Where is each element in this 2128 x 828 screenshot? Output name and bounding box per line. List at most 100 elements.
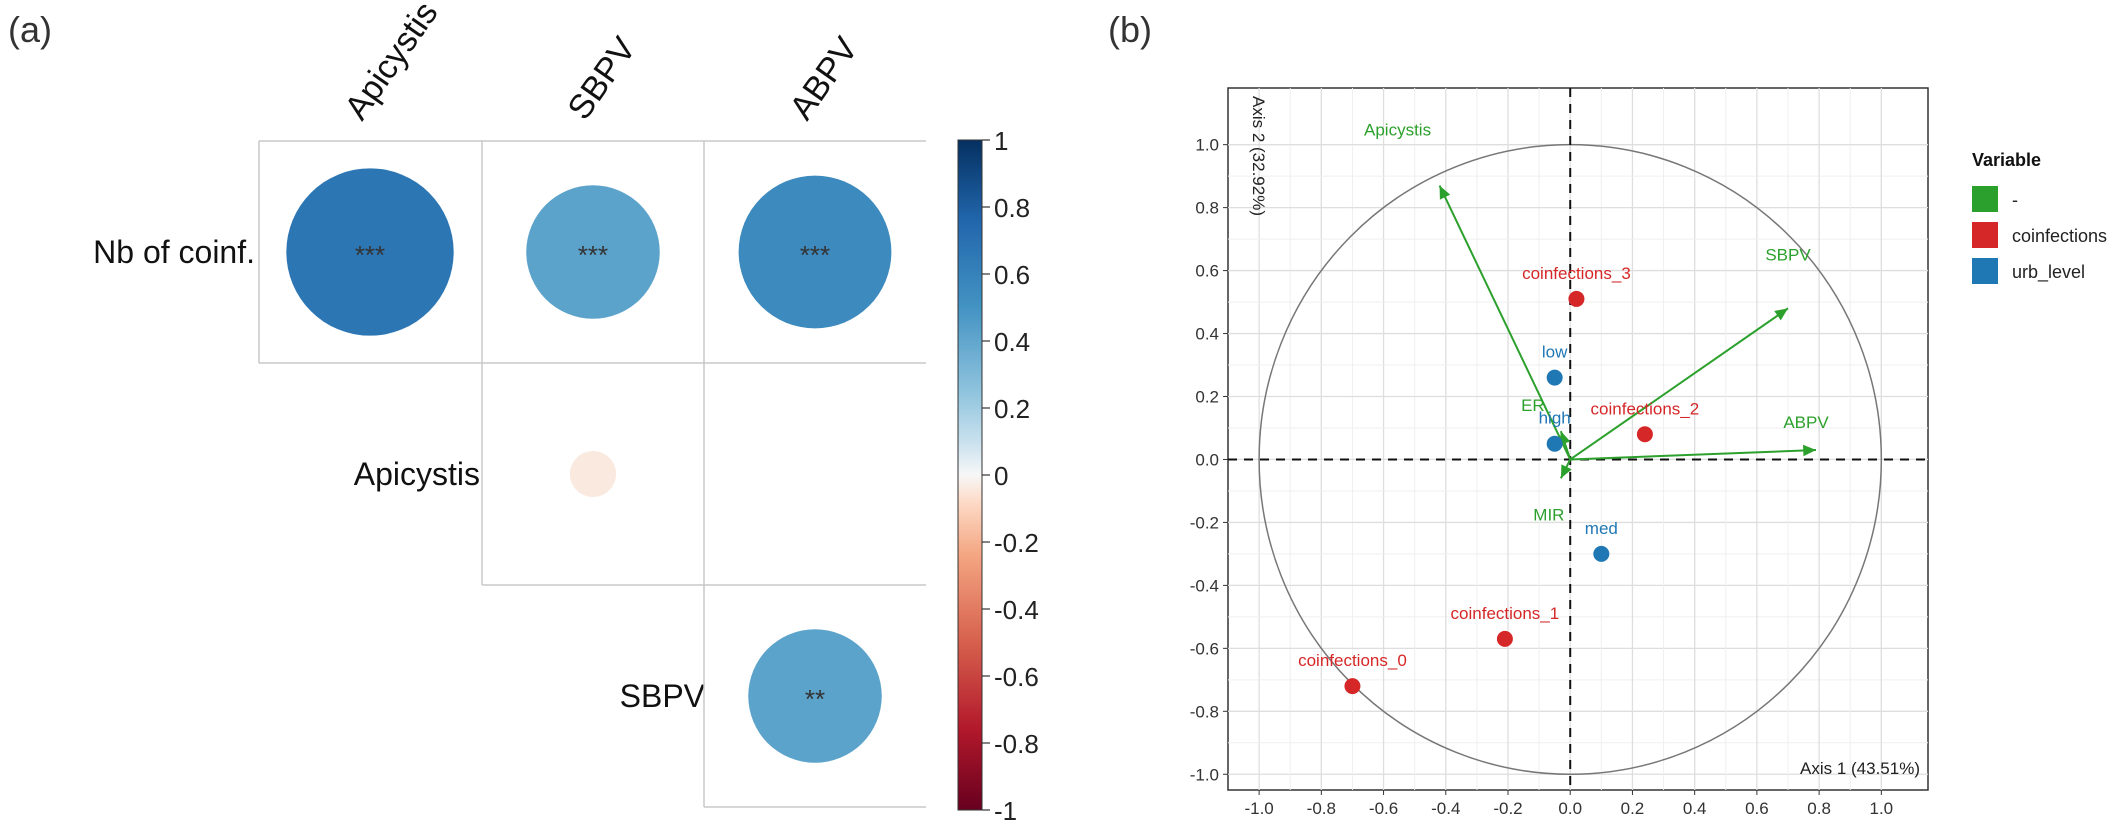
panel-b-label: (b) (1108, 9, 1152, 50)
x-axis-label: Axis 1 (43.51%) (1800, 759, 1920, 778)
colorbar-tick-label: -0.4 (994, 595, 1039, 625)
y-tick-label: 0.2 (1195, 388, 1219, 407)
biplot-panel: (b) -1.0 -0.8 -0.6 -0.4 -0.2 0.0 0.2 0.4 0.6 0.8 1… (1108, 9, 2107, 818)
data-point (1636, 426, 1653, 443)
point-label: coinfections_3 (1522, 264, 1631, 283)
panel-a-label: (a) (8, 9, 52, 50)
arrow-head (1803, 444, 1816, 457)
data-point (1593, 545, 1610, 562)
data-point (1568, 290, 1585, 307)
x-tick-label: -0.4 (1431, 799, 1460, 818)
arrow-label: MIR (1533, 505, 1564, 524)
correlation-circle (569, 450, 617, 498)
y-tick-label: -1.0 (1190, 765, 1219, 784)
legend-swatch (1972, 222, 1998, 248)
point-label: coinfections_2 (1591, 399, 1700, 418)
colorbar-ticks: 1 0.8 0.6 0.4 0.2 0 -0.2 -0.4 -0.6 -0.8 -1 (982, 126, 1039, 826)
x-tick-label: -0.2 (1493, 799, 1522, 818)
legend-title: Variable (1972, 150, 2041, 170)
x-tick-label: 0.2 (1621, 799, 1645, 818)
arrow-head (1774, 308, 1788, 321)
legend-label: coinfections (2012, 226, 2107, 246)
x-tick-label: -1.0 (1244, 799, 1273, 818)
arrow-label: ABPV (1783, 413, 1829, 432)
zero-lines (1228, 88, 1928, 790)
y-tick-label: -0.8 (1190, 702, 1219, 721)
loading-arrow (1569, 307, 1789, 461)
legend-label: - (2012, 190, 2018, 210)
correlation-cells: *** *** ***** (286, 168, 892, 763)
arrow-label: ER (1521, 396, 1545, 415)
point-label: coinfections_0 (1298, 651, 1407, 670)
correlation-circle (748, 629, 882, 763)
y-tick-label: -0.4 (1190, 576, 1219, 595)
y-tick-label: 0.6 (1195, 262, 1219, 281)
arrow-label: SBPV (1765, 245, 1811, 264)
data-point (1344, 678, 1361, 695)
colorbar-tick-label: 1 (994, 126, 1008, 156)
data-point (1546, 369, 1563, 386)
colorbar-tick-label: 0.6 (994, 260, 1030, 290)
point-label: high (1539, 409, 1571, 428)
correlation-panel: (a) Apicystis SBPV ABPV Nb of coinf. Apicys… (8, 0, 1039, 826)
points: coinfections_3 coinfections_2 coinfections… (1298, 264, 1700, 695)
correlation-circle (738, 175, 892, 329)
legend-label: urb_level (2012, 262, 2085, 283)
row-label: SBPV (620, 678, 706, 714)
row-label: Nb of coinf. (93, 234, 255, 270)
y-axis-label: Axis 2 (32.92%) (1249, 96, 1268, 216)
x-tick-label: 0.0 (1558, 799, 1582, 818)
colorbar: 1 0.8 0.6 0.4 0.2 0 -0.2 -0.4 -0.6 -0.8 -1 (957, 126, 1039, 826)
plot-area (1227, 87, 1929, 791)
x-tick-label: -0.8 (1307, 799, 1336, 818)
column-label: SBPV (560, 30, 643, 126)
y-tick-label: 0.4 (1195, 325, 1219, 344)
legend-swatch (1972, 186, 1998, 212)
legend: Variable - coinfections urb_level (1972, 150, 2107, 284)
x-tick-label: 1.0 (1870, 799, 1894, 818)
point-label: low (1542, 343, 1568, 362)
arrow-label: Apicystis (1364, 121, 1431, 140)
data-point (1546, 435, 1563, 452)
colorbar-tick-label: -0.8 (994, 729, 1039, 759)
arrows: Apicystis SBPV ABPV ER MIR (1364, 121, 1829, 525)
grid-lines (1228, 88, 1928, 790)
row-labels: Nb of coinf. Apicystis SBPV (93, 234, 706, 714)
significance-label: *** (800, 240, 830, 270)
data-point (1496, 630, 1513, 647)
column-label: Apicystis (337, 0, 445, 127)
arrow-head (1560, 464, 1572, 479)
colorbar-tick-label: 0.2 (994, 394, 1030, 424)
point-label: coinfections_1 (1451, 604, 1560, 623)
column-label: ABPV (782, 30, 865, 126)
colorbar-tick-label: -1 (994, 796, 1017, 826)
y-tick-labels: -1.0 -0.8 -0.6 -0.4 -0.2 0.0 0.2 0.4 0.6 0.8 1.0 (1190, 136, 1228, 784)
significance-label: *** (578, 240, 608, 270)
row-label: Apicystis (354, 456, 480, 492)
correlation-grid (258, 140, 926, 808)
x-tick-labels: -1.0 -0.8 -0.6 -0.4 -0.2 0.0 0.2 0.4 0.6 0.8 1.0 (1244, 790, 1893, 818)
y-tick-label: 0.8 (1195, 199, 1219, 218)
x-tick-label: 0.8 (1807, 799, 1831, 818)
colorbar-tick-label: -0.2 (994, 528, 1039, 558)
significance-label: ** (805, 684, 825, 714)
y-tick-label: -0.6 (1190, 639, 1219, 658)
colorbar-tick-label: -0.6 (994, 662, 1039, 692)
column-labels: Apicystis SBPV ABPV (337, 0, 865, 127)
significance-label: *** (355, 240, 385, 270)
loading-arrow (1438, 185, 1572, 460)
x-tick-label: 0.6 (1745, 799, 1769, 818)
point-label: med (1585, 519, 1618, 538)
y-tick-label: -0.2 (1190, 513, 1219, 532)
colorbar-tick-label: 0 (994, 461, 1008, 491)
x-tick-label: 0.4 (1683, 799, 1707, 818)
correlation-circle (526, 185, 660, 319)
y-tick-label: 0.0 (1195, 450, 1219, 469)
colorbar-tick-label: 0.4 (994, 327, 1030, 357)
y-tick-label: 1.0 (1195, 136, 1219, 155)
loading-arrow (1570, 449, 1817, 461)
correlation-circle (286, 168, 454, 336)
arrow-head (1439, 185, 1451, 200)
colorbar-tick-label: 0.8 (994, 193, 1030, 223)
